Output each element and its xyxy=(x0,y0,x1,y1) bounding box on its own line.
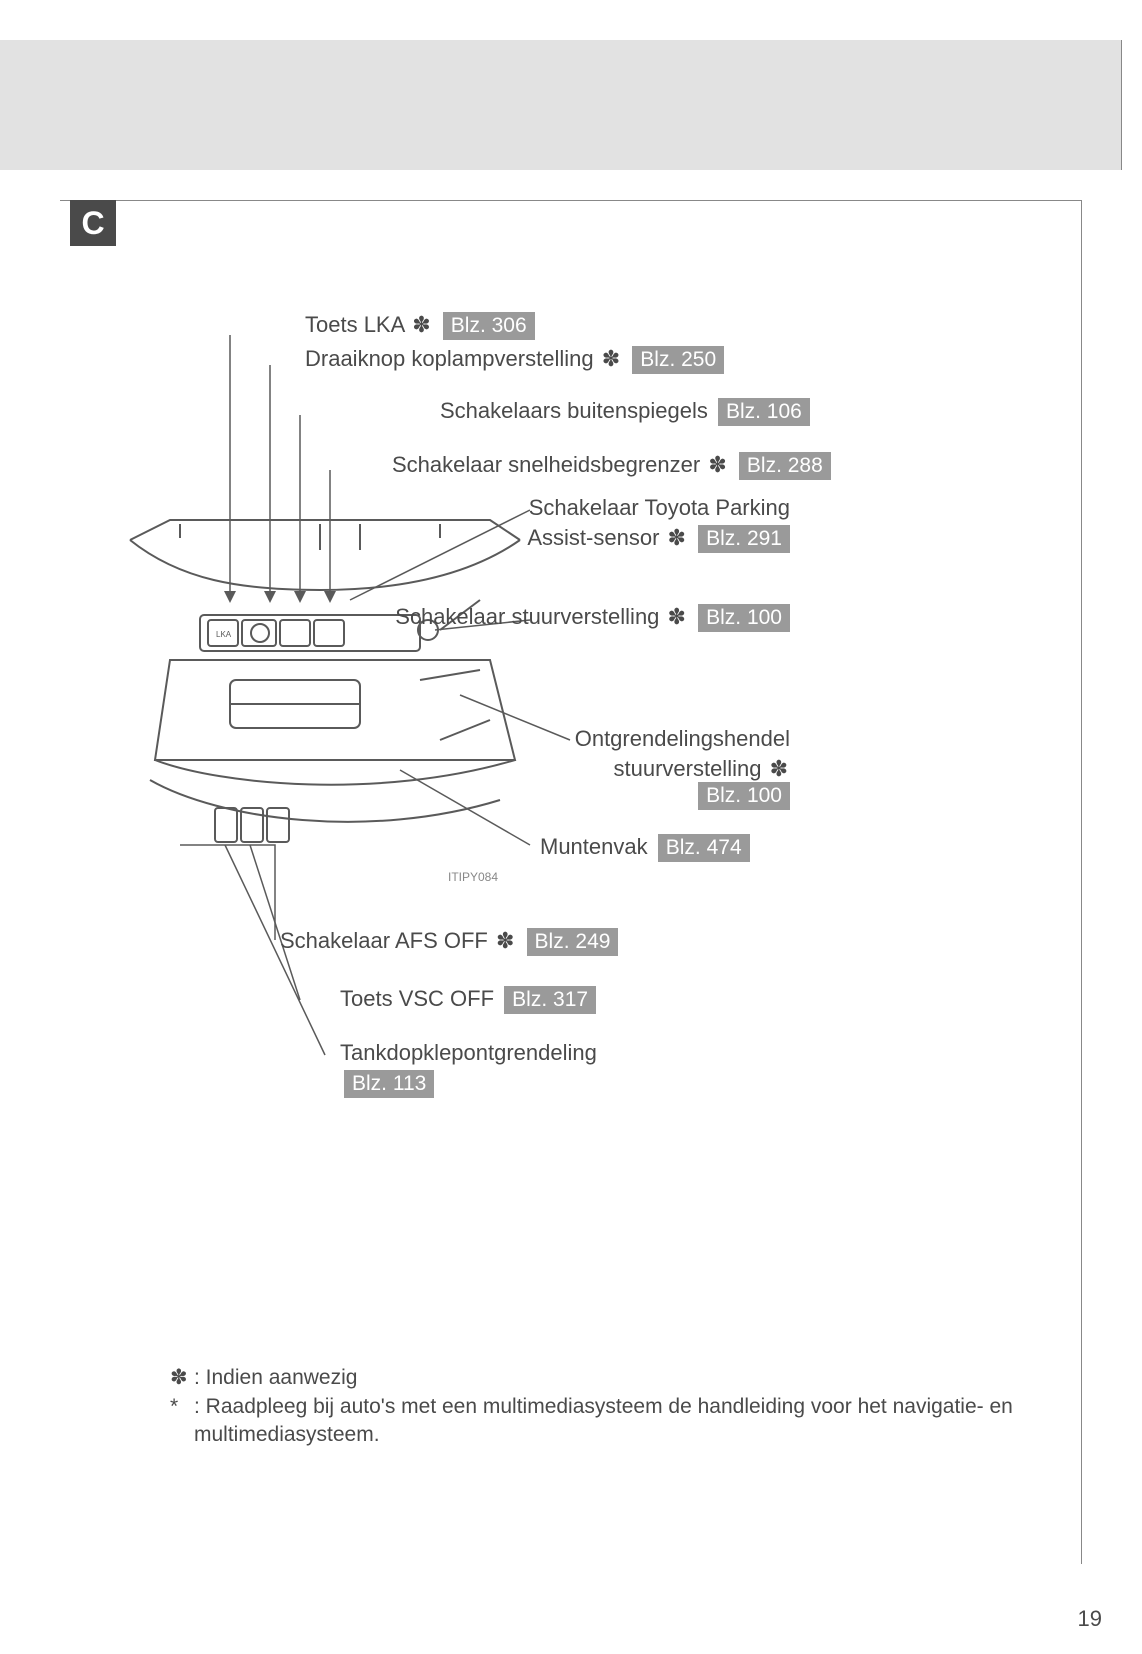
callout-label: Ontgrendelingshendel xyxy=(575,726,790,751)
page-reference: Blz. 291 xyxy=(698,525,790,553)
page-reference: Blz. 106 xyxy=(718,398,810,426)
page-reference: Blz. 250 xyxy=(632,346,724,374)
footnote-text: Indien aanwezig xyxy=(206,1366,358,1389)
callout-stuur_sw: Schakelaar stuurverstelling ✽ Blz. 100 xyxy=(395,604,790,632)
page-number: 19 xyxy=(1078,1606,1102,1632)
callout-label: Muntenvak xyxy=(540,834,648,859)
dashboard-illustration: LKA xyxy=(120,480,540,920)
manual-page: C LKA xyxy=(0,0,1142,1654)
callout-ontgrend: Ontgrendelingshendel stuurverstelling ✽Bl… xyxy=(575,726,790,810)
footnote-symbol: * xyxy=(170,1393,194,1448)
callout-koplamp: Draaiknop koplampverstelling ✽ Blz. 250 xyxy=(305,346,724,374)
footnote-text: Raadpleeg bij auto's met een multimedias… xyxy=(194,1395,1013,1445)
callout-vsc: Toets VSC OFF Blz. 317 xyxy=(340,986,596,1014)
callout-parking: Schakelaar Toyota Parking Assist-sensor ✽… xyxy=(527,495,790,553)
callout-label: Draaiknop koplampverstelling xyxy=(305,346,594,371)
callout-label: Schakelaar snelheidsbegrenzer xyxy=(392,452,700,477)
svg-text:LKA: LKA xyxy=(216,630,232,639)
callout-lka: Toets LKA ✽ Blz. 306 xyxy=(305,312,535,340)
star-icon: ✽ xyxy=(768,756,790,781)
star-icon: ✽ xyxy=(600,346,622,371)
callout-label-line2: stuurverstelling xyxy=(613,756,761,781)
footnote-row: ✽ : Indien aanwezig xyxy=(170,1364,1072,1391)
page-reference: Blz. 317 xyxy=(504,986,596,1014)
footnotes: ✽ : Indien aanwezig * : Raadpleeg bij au… xyxy=(170,1364,1072,1450)
callout-label: Tankdopklepontgrendeling xyxy=(340,1040,597,1065)
page-reference: Blz. 249 xyxy=(527,928,619,956)
callout-label: Schakelaars buitenspiegels xyxy=(440,398,708,423)
page-reference: Blz. 100 xyxy=(698,782,790,810)
callout-label: Schakelaar AFS OFF xyxy=(280,928,488,953)
star-icon: ✽ xyxy=(666,604,688,629)
star-icon: ✽ xyxy=(706,452,728,477)
callout-label: Schakelaar stuurverstelling xyxy=(395,604,659,629)
header-band xyxy=(0,40,1122,170)
callout-label-line2: Assist-sensor xyxy=(527,525,659,550)
page-reference: Blz. 306 xyxy=(443,312,535,340)
callout-tankdop: Tankdopklepontgrendeling Blz. 113 xyxy=(340,1040,597,1098)
star-icon: ✽ xyxy=(494,928,516,953)
page-reference: Blz. 100 xyxy=(698,604,790,632)
callout-label: Toets VSC OFF xyxy=(340,986,494,1011)
callout-munten: Muntenvak Blz. 474 xyxy=(540,834,750,862)
callout-spiegels: Schakelaars buitenspiegels Blz. 106 xyxy=(440,398,810,426)
page-reference: Blz. 113 xyxy=(344,1070,434,1098)
footnote-row: * : Raadpleeg bij auto's met een multime… xyxy=(170,1393,1072,1448)
star-icon: ✽ xyxy=(666,525,688,550)
callout-snelheid: Schakelaar snelheidsbegrenzer ✽ Blz. 288 xyxy=(392,452,831,480)
callout-label: Schakelaar Toyota Parking xyxy=(529,495,790,520)
page-reference: Blz. 474 xyxy=(658,834,750,862)
page-reference: Blz. 288 xyxy=(739,452,831,480)
callout-label: Toets LKA xyxy=(305,312,404,337)
star-icon: ✽ xyxy=(410,312,432,337)
illustration-code: ITIPY084 xyxy=(448,870,498,884)
callout-afs: Schakelaar AFS OFF ✽ Blz. 249 xyxy=(280,928,618,956)
section-badge: C xyxy=(70,200,116,246)
footnote-symbol: ✽ xyxy=(170,1364,194,1391)
